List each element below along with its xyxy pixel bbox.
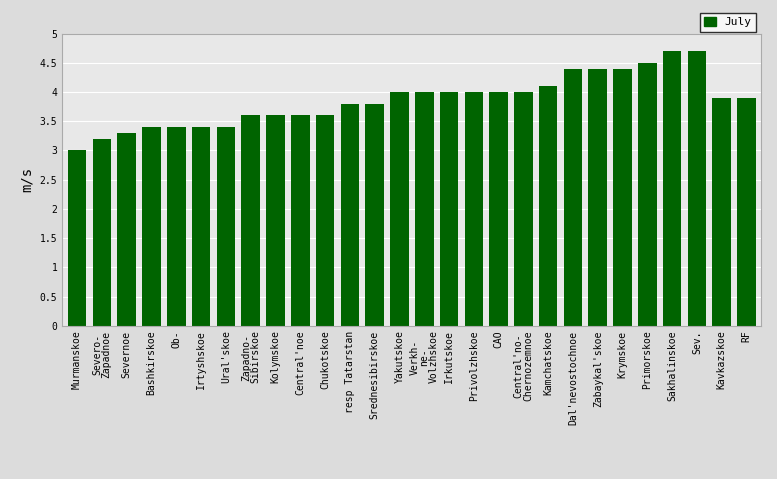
Bar	[688, 51, 706, 326]
Bar	[142, 127, 161, 326]
Bar	[638, 63, 657, 326]
Bar	[490, 92, 508, 326]
Bar	[663, 51, 681, 326]
Bar	[365, 103, 384, 326]
Bar	[539, 86, 557, 326]
Bar	[340, 103, 359, 326]
Bar	[613, 68, 632, 326]
Bar	[713, 98, 731, 326]
Bar	[117, 133, 136, 326]
Legend: July: July	[700, 13, 756, 32]
Bar	[68, 150, 86, 326]
Bar	[167, 127, 186, 326]
Bar	[217, 127, 235, 326]
Bar	[563, 68, 582, 326]
Y-axis label: m/s: m/s	[20, 167, 34, 192]
Bar	[266, 115, 284, 326]
Bar	[242, 115, 260, 326]
Bar	[588, 68, 607, 326]
Bar	[390, 92, 409, 326]
Bar	[192, 127, 211, 326]
Bar	[92, 139, 111, 326]
Bar	[514, 92, 533, 326]
Bar	[440, 92, 458, 326]
Bar	[415, 92, 434, 326]
Bar	[291, 115, 309, 326]
Bar	[465, 92, 483, 326]
Bar	[315, 115, 334, 326]
Bar	[737, 98, 756, 326]
